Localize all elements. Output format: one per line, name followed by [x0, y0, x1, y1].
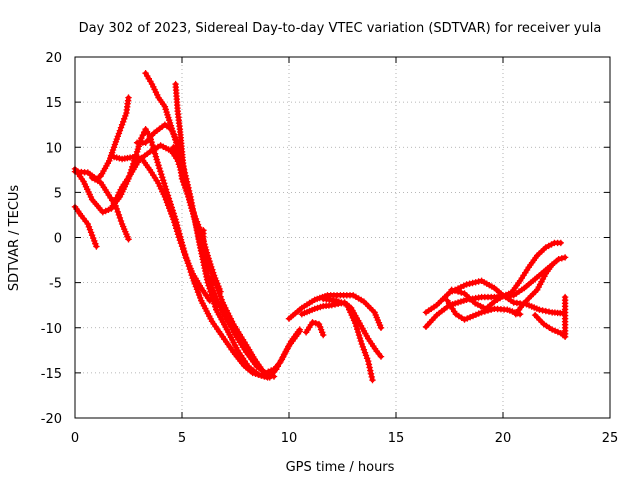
- markers-track-k: [200, 227, 222, 292]
- point-markers: [71, 70, 569, 384]
- y-tick-label: -15: [41, 367, 62, 382]
- x-tick-label: 20: [495, 431, 512, 446]
- series-track-m: [299, 300, 384, 359]
- y-tick-label: 5: [54, 186, 62, 201]
- series-track-o: [320, 296, 375, 383]
- x-axis-label: GPS time / hours: [286, 460, 395, 475]
- markers-track-l: [285, 292, 385, 331]
- axis-ticks: 0 5 10 15 20 25 -20 -15 -10 -5 0 5 10 15 20: [41, 51, 619, 446]
- chart-title: Day 302 of 2023, Sidereal Day-to-day VTE…: [79, 21, 602, 36]
- x-tick-label: 5: [178, 431, 186, 446]
- series-track-h: [143, 70, 270, 380]
- y-tick-label: -10: [41, 322, 62, 337]
- markers-track-o: [320, 295, 376, 384]
- y-axis-label: SDTVAR / TECUs: [7, 185, 22, 292]
- y-tick-label: 0: [54, 232, 62, 247]
- grid-lines: [75, 57, 610, 418]
- markers-track-t: [512, 261, 556, 318]
- y-tick-label: 20: [45, 51, 62, 66]
- y-tick-label: 10: [45, 141, 62, 156]
- markers-track-h: [142, 70, 271, 381]
- markers-track-j: [170, 144, 224, 295]
- series-track-i: [173, 81, 277, 379]
- markers-track-b: [71, 94, 132, 182]
- markers-track-r: [448, 239, 564, 312]
- data-series: [72, 70, 568, 383]
- markers-track-u: [531, 293, 569, 340]
- x-tick-label: 0: [71, 431, 79, 446]
- x-tick-label: 10: [281, 431, 298, 446]
- y-tick-label: 15: [45, 96, 62, 111]
- y-tick-label: -20: [41, 412, 62, 427]
- x-tick-label: 15: [388, 431, 405, 446]
- markers-track-s: [444, 297, 524, 323]
- y-tick-label: -5: [49, 277, 62, 292]
- markers-track-f: [108, 153, 213, 304]
- markers-track-c: [71, 203, 100, 250]
- x-tick-label: 25: [602, 431, 619, 446]
- markers-track-i: [172, 80, 278, 380]
- markers-track-n: [302, 319, 327, 339]
- series-track-b: [72, 95, 131, 182]
